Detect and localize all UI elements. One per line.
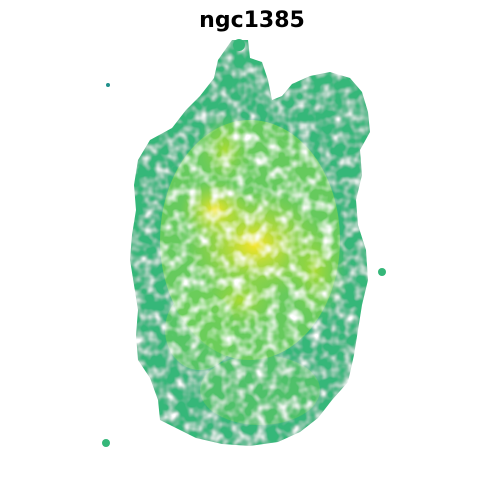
galaxy-body bbox=[130, 40, 370, 446]
blob-right bbox=[378, 268, 386, 276]
blob-bottom-left bbox=[102, 439, 110, 447]
isolated-blobs bbox=[102, 39, 386, 447]
blob-left-top bbox=[106, 83, 110, 87]
figure-title: ngc1385 bbox=[199, 8, 305, 33]
